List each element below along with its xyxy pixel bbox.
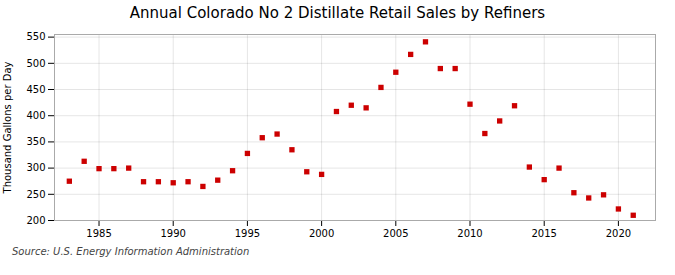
svg-text:250: 250 <box>26 189 45 200</box>
svg-text:Thousand Gallons per Day: Thousand Gallons per Day <box>2 61 13 194</box>
svg-text:2000: 2000 <box>309 228 334 239</box>
svg-text:2015: 2015 <box>531 228 556 239</box>
svg-text:550: 550 <box>26 31 45 42</box>
svg-text:400: 400 <box>26 110 45 121</box>
svg-text:2005: 2005 <box>383 228 408 239</box>
svg-text:2020: 2020 <box>606 228 631 239</box>
html-text:Annual Colorado No 2 Distillat: Annual Colorado No 2 Distillate Retail S… <box>129 4 546 22</box>
svg-text:350: 350 <box>26 136 45 147</box>
svg-text:1985: 1985 <box>86 228 111 239</box>
svg-text:200: 200 <box>26 215 45 226</box>
svg-text:2010: 2010 <box>457 228 482 239</box>
html-text:Source: U.S. Energy Informatio: Source: U.S. Energy Information Administ… <box>12 246 250 257</box>
svg-text:1995: 1995 <box>235 228 260 239</box>
svg-text:1990: 1990 <box>160 228 185 239</box>
svg-text:500: 500 <box>26 58 45 69</box>
svg-text:300: 300 <box>26 162 45 173</box>
svg-text:450: 450 <box>26 84 45 95</box>
